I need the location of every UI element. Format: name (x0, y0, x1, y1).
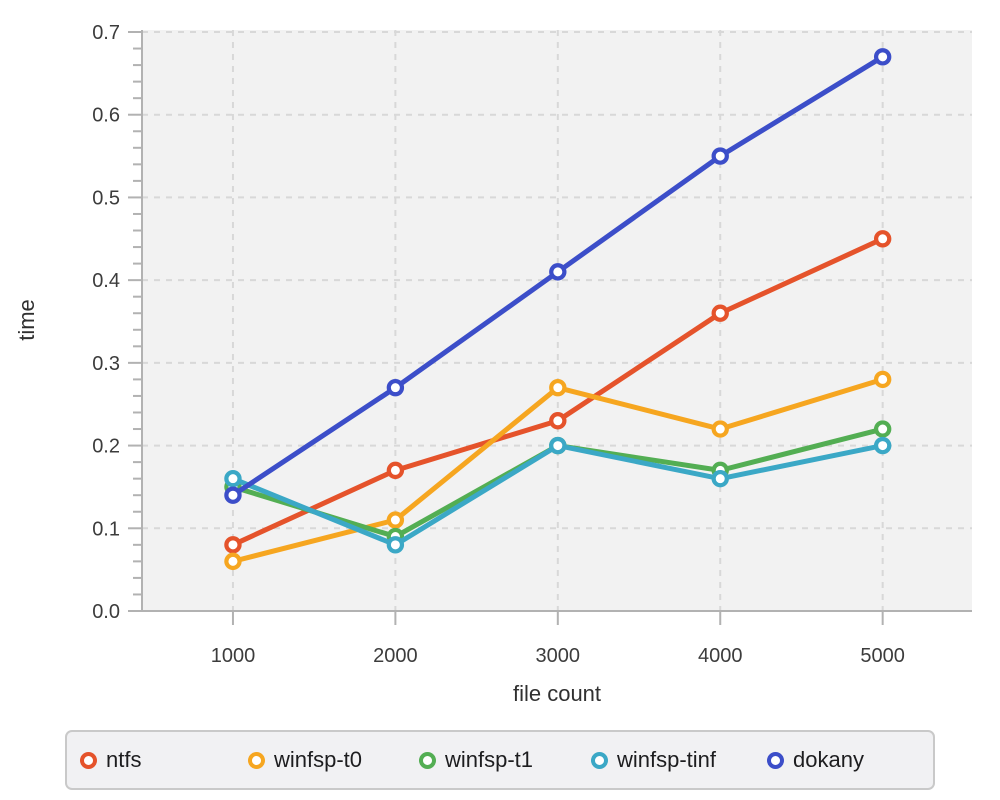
legend-item-ntfs: ntfs (80, 749, 141, 771)
svg-text:0.1: 0.1 (92, 518, 120, 540)
y-axis-title: time (14, 299, 39, 341)
svg-text:0.5: 0.5 (92, 187, 120, 209)
svg-text:2000: 2000 (373, 645, 418, 667)
winfsp-tinf-marker-icon (591, 751, 608, 769)
ntfs-marker-icon (80, 751, 97, 769)
dokany-marker-icon (767, 751, 784, 769)
svg-text:0.2: 0.2 (92, 436, 120, 458)
legend-label: dokany (793, 747, 864, 772)
legend-item-dokany: dokany (767, 749, 864, 771)
svg-text:0.6: 0.6 (92, 105, 120, 127)
legend-label: winfsp-tinf (617, 747, 717, 772)
svg-text:0.3: 0.3 (92, 353, 120, 375)
svg-text:4000: 4000 (698, 645, 743, 667)
x-axis-title: file count (512, 681, 602, 706)
svg-text:5000: 5000 (860, 645, 905, 667)
svg-text:0.0: 0.0 (92, 601, 120, 623)
legend-item-winfsp-tinf: winfsp-tinf (591, 749, 716, 771)
line-chart-plot: 0.0 0.1 0.2 0.3 0.4 0.5 0.6 0.7 1000 2000 3000 4000… (92, 22, 972, 667)
legend-item-winfsp-t1: winfsp-t1 (419, 749, 533, 771)
legend-label: ntfs (106, 747, 142, 772)
legend-item-winfsp-t0: winfsp-t0 (248, 749, 362, 771)
legend: ntfs winfsp-t0 winfsp-t1 winfsp-tinf dok… (65, 730, 935, 790)
winfsp-t1-marker-icon (419, 751, 436, 769)
svg-text:0.7: 0.7 (92, 22, 120, 44)
svg-text:1000: 1000 (211, 645, 256, 667)
winfsp-t0-marker-icon (248, 751, 265, 769)
legend-label: winfsp-t1 (445, 747, 534, 772)
legend-label: winfsp-t0 (274, 747, 363, 772)
svg-text:3000: 3000 (536, 645, 581, 667)
svg-text:0.4: 0.4 (92, 270, 120, 292)
